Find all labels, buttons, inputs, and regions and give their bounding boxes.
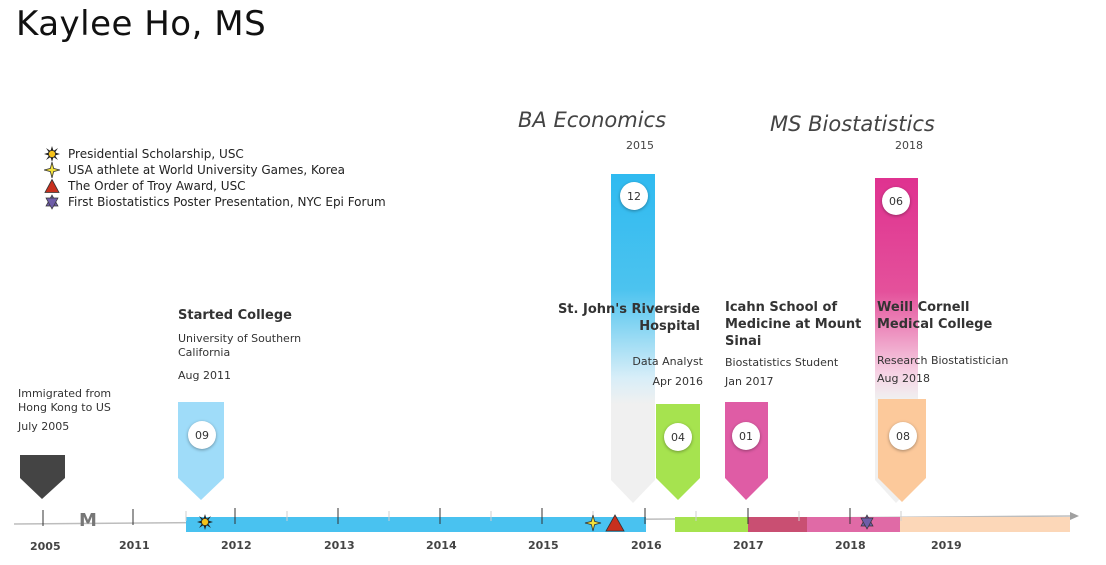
sun-star-icon — [197, 514, 213, 530]
marker-icahn — [725, 402, 768, 500]
page-title: Kaylee Ho, MS — [16, 4, 267, 44]
year-label: 2013 — [324, 539, 355, 552]
event-college-date: Aug 2011 — [178, 369, 231, 382]
degree-ba-arrow — [611, 174, 655, 503]
badge-stjohns: 04 — [664, 423, 692, 451]
degree-ms-title: MS Biostatistics — [770, 112, 935, 136]
period-bar-weill — [900, 517, 1070, 532]
degree-ba-title: BA Economics — [518, 108, 667, 132]
degree-ba-year: 2015 — [626, 139, 654, 152]
axis-ticks — [42, 508, 851, 526]
period-bar-analyst — [675, 517, 748, 532]
yellow-star-icon — [584, 514, 602, 532]
year-label: 2019 — [931, 539, 962, 552]
badge-weill: 08 — [889, 422, 917, 450]
event-college-line1: University of Southern — [178, 332, 302, 345]
marker-weill — [878, 399, 926, 502]
legend-item-world-university-games: USA athlete at World University Games, K… — [44, 162, 386, 178]
event-icahn-title-line3: Sinai — [725, 334, 762, 349]
event-stjohns-date: Apr 2016 — [652, 375, 703, 388]
degree-ms-year: 2018 — [895, 139, 923, 152]
yellow-star-icon — [44, 162, 60, 178]
red-triangle-icon — [605, 514, 625, 532]
event-college-line2: California — [178, 346, 231, 359]
year-label: 2011 — [119, 539, 150, 552]
purple-hexagram-icon — [860, 514, 874, 530]
legend-label: First Biostatistics Poster Presentation,… — [68, 195, 386, 209]
event-stjohns-role: Data Analyst — [632, 355, 703, 368]
legend: Presidential Scholarship, USC USA athlet… — [44, 146, 386, 210]
legend-item-order-of-troy: The Order of Troy Award, USC — [44, 178, 386, 194]
badge-icahn: 01 — [732, 422, 760, 450]
event-immigrated-date: July 2005 — [18, 420, 70, 433]
legend-label: USA athlete at World University Games, K… — [68, 163, 345, 177]
badge-college: 09 — [188, 421, 216, 449]
legend-item-presidential-scholarship: Presidential Scholarship, USC — [44, 146, 386, 162]
marker-started-college — [178, 402, 224, 500]
year-label: 2015 — [528, 539, 559, 552]
axis-arrowhead — [1070, 512, 1079, 520]
axis-break-symbol: M — [79, 510, 97, 531]
badge-degree-ms: 06 — [882, 187, 910, 215]
marker-analyst — [656, 404, 700, 500]
sun-star-icon — [44, 146, 60, 162]
event-stjohns-title-line2: Hospital — [639, 319, 700, 334]
event-weill-title-line2: Medical College — [877, 317, 993, 332]
event-weill-title-line1: Weill Cornell — [877, 300, 970, 315]
marker-immigrated — [20, 455, 65, 499]
year-label: 2018 — [835, 539, 866, 552]
event-stjohns-title-line1: St. John's Riverside — [557, 302, 700, 317]
year-label: 2005 — [30, 540, 61, 553]
event-weill-date: Aug 2018 — [877, 372, 930, 385]
badge-degree-ba: 12 — [620, 182, 648, 210]
period-bar-college — [186, 517, 646, 532]
purple-hexagram-icon — [45, 194, 59, 210]
event-icahn-date: Jan 2017 — [725, 375, 774, 388]
event-icahn-title-line1: Icahn School of — [725, 300, 838, 315]
period-bar-icahn — [748, 517, 807, 532]
year-label: 2014 — [426, 539, 457, 552]
event-college-title: Started College — [178, 308, 292, 323]
red-triangle-icon — [44, 178, 60, 193]
legend-label: The Order of Troy Award, USC — [68, 179, 246, 193]
legend-label: Presidential Scholarship, USC — [68, 147, 244, 161]
event-immigrated-line2: Hong Kong to US — [18, 401, 111, 414]
year-label: 2016 — [631, 539, 662, 552]
event-immigrated-line1: Immigrated from — [18, 387, 112, 400]
year-label: 2017 — [733, 539, 764, 552]
legend-item-poster-presentation: First Biostatistics Poster Presentation,… — [44, 194, 386, 210]
event-weill-role: Research Biostatistician — [877, 354, 1009, 367]
event-icahn-title-line2: Medicine at Mount — [725, 317, 862, 332]
period-bar-ms — [807, 517, 900, 532]
event-icahn-role: Biostatistics Student — [725, 356, 839, 369]
year-label: 2012 — [221, 539, 252, 552]
